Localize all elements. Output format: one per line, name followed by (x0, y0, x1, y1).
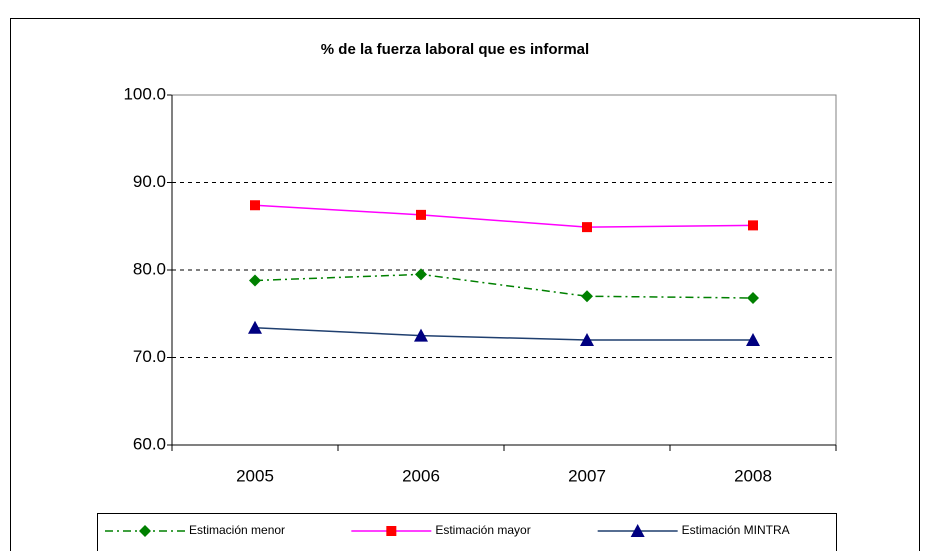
legend-label: Estimación mayor (435, 523, 530, 537)
point (581, 290, 593, 303)
point (250, 200, 260, 211)
point (748, 220, 758, 231)
legend-marker (386, 526, 397, 536)
point (746, 333, 760, 346)
series-line (254, 273, 754, 299)
x-tick-label: 2005 (236, 466, 274, 485)
y-tick-label: 70.0 (133, 347, 166, 366)
series-line (254, 204, 754, 228)
point (582, 222, 592, 233)
point (580, 333, 594, 346)
y-tick-label: 60.0 (133, 434, 166, 453)
series-line (254, 327, 753, 341)
y-tick-label: 100.0 (123, 84, 166, 103)
y-tick-label: 80.0 (133, 259, 166, 278)
y-tick-label: 90.0 (133, 172, 166, 191)
x-tick-label: 2006 (402, 466, 440, 485)
point (249, 274, 261, 287)
legend-marker (630, 524, 645, 537)
legend-label: Estimación MINTRA (682, 523, 790, 537)
point (414, 328, 428, 342)
point (416, 209, 426, 220)
x-tick-label: 2007 (568, 466, 606, 485)
legend-label: Estimación menor (189, 523, 285, 537)
x-tick-label: 2008 (734, 466, 772, 485)
point (747, 292, 759, 304)
chart-title: % de la fuerza laboral que es informal (321, 41, 589, 58)
point (248, 320, 262, 334)
point (415, 268, 427, 281)
legend-marker (139, 525, 151, 537)
legend-box (97, 513, 837, 551)
chart-frame (10, 18, 920, 551)
